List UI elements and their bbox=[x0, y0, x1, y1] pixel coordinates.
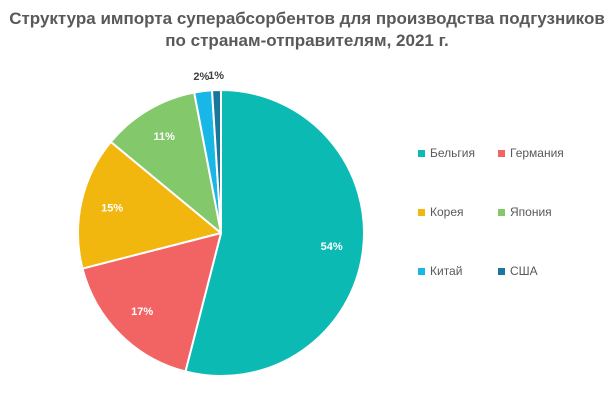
pie-slice-belgium bbox=[184, 89, 365, 377]
pie-slice-usa bbox=[211, 89, 222, 234]
data-label-japan: 11% bbox=[154, 131, 176, 143]
pie-slice-japan bbox=[109, 91, 222, 234]
chart-title-line-1: Структура импорта суперабсорбентов для п… bbox=[9, 9, 605, 28]
data-label-belgium: 54% bbox=[321, 241, 343, 253]
chart-title: Структура импорта суперабсорбентов для п… bbox=[0, 8, 614, 52]
data-label-usa: 1% bbox=[208, 70, 224, 82]
data-label-korea: 15% bbox=[101, 203, 123, 215]
pie-slice-germany bbox=[81, 232, 222, 373]
pie-slice-korea bbox=[77, 140, 222, 270]
data-label-germany: 17% bbox=[131, 306, 153, 318]
chart-title-line-2: по странам-отправителям, 2021 г. bbox=[165, 31, 449, 50]
data-label-china: 2% bbox=[193, 71, 209, 83]
